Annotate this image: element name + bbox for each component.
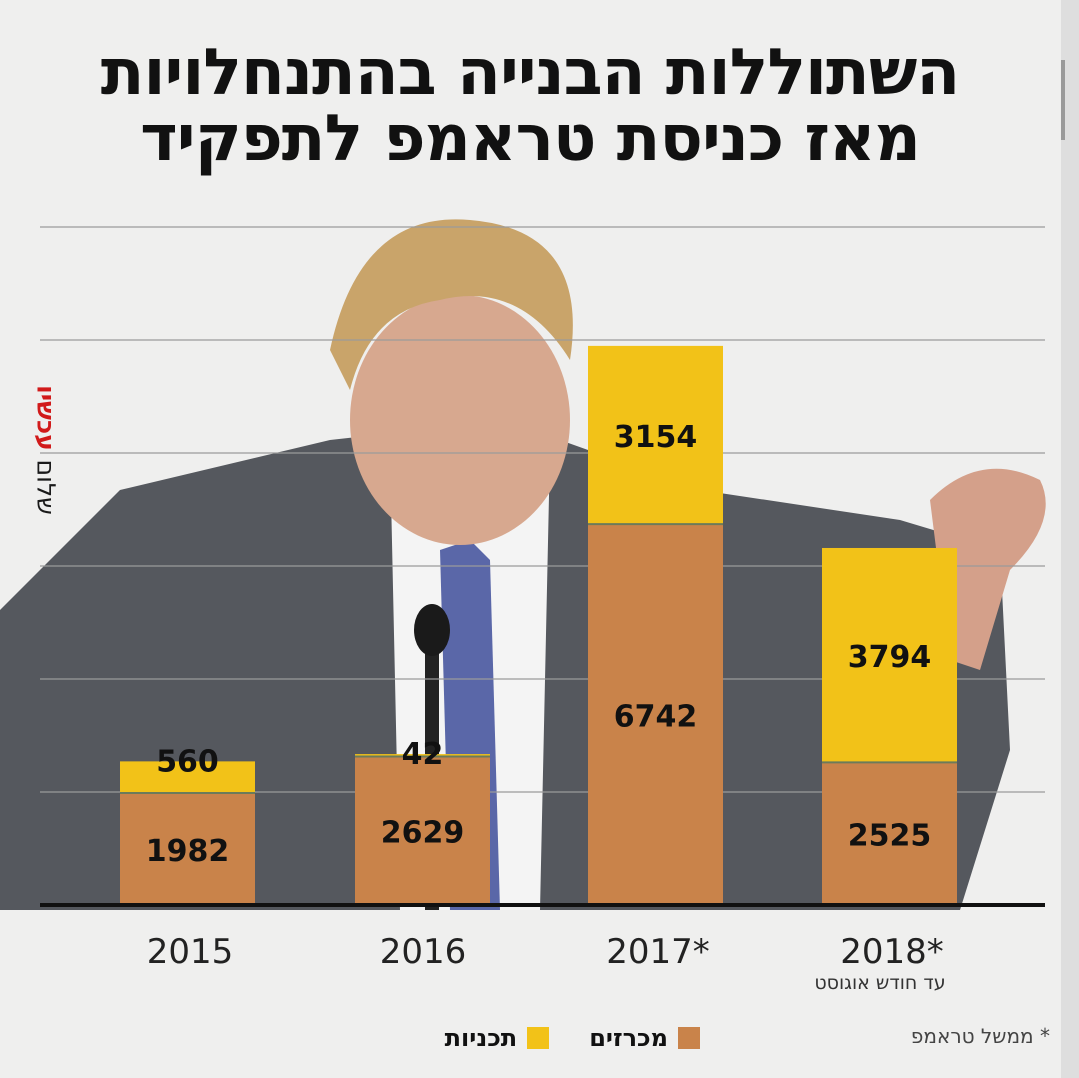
- x-tick-2018-note: עד חודש אוגוסט: [814, 972, 946, 994]
- data-label-tenders: 6742: [614, 700, 698, 735]
- legend-swatch-tenders: [678, 1027, 700, 1049]
- legend-item-plans: תכניות: [445, 1024, 550, 1052]
- x-tick-2015: 2015: [146, 932, 234, 972]
- edge-tick: [1061, 60, 1065, 140]
- data-label-plans: 560: [156, 744, 219, 779]
- bar-plans: [588, 345, 723, 525]
- data-label-plans: 42: [402, 737, 444, 772]
- hand-shape: [930, 468, 1046, 670]
- legend-label-plans: תכניות: [444, 1024, 518, 1052]
- x-tick-2016: 2016: [379, 932, 467, 972]
- footnote: * ממשל טראמפ: [910, 1024, 1050, 1048]
- x-tick-2018: 2018*: [840, 932, 944, 972]
- legend-item-tenders: מכרזים: [589, 1024, 700, 1052]
- bar-plans: [355, 754, 490, 757]
- face-shape: [350, 295, 570, 545]
- bar-tenders: [120, 793, 255, 905]
- mic-head: [414, 604, 450, 656]
- bar-tenders: [822, 762, 957, 905]
- data-label-plans: 3794: [848, 640, 932, 675]
- chart-title: השתוללות הבנייה בהתנחלויות מאז כניסת טרא…: [60, 40, 1000, 172]
- bar-plans: [120, 761, 255, 794]
- legend-swatch-plans: [527, 1027, 550, 1049]
- right-edge-bar: [1061, 0, 1079, 1078]
- data-label-tenders: 1982: [146, 834, 230, 869]
- data-label-tenders: 2525: [848, 819, 932, 854]
- bar-plans: [822, 547, 957, 763]
- data-label-tenders: 2629: [381, 816, 465, 851]
- legend: מכרזים תכניות: [380, 1020, 700, 1056]
- legend-label-tenders: מכרזים: [589, 1024, 668, 1052]
- title-line-1: השתוללות הבנייה בהתנחלויות: [100, 36, 960, 110]
- hair-shape: [330, 219, 573, 390]
- data-label-plans: 3154: [614, 420, 698, 455]
- title-line-2: מאז כניסת טראמפ לתפקיד: [140, 102, 921, 176]
- x-tick-2017: 2017*: [606, 932, 710, 972]
- bar-tenders: [355, 756, 490, 905]
- bar-tenders: [588, 524, 723, 905]
